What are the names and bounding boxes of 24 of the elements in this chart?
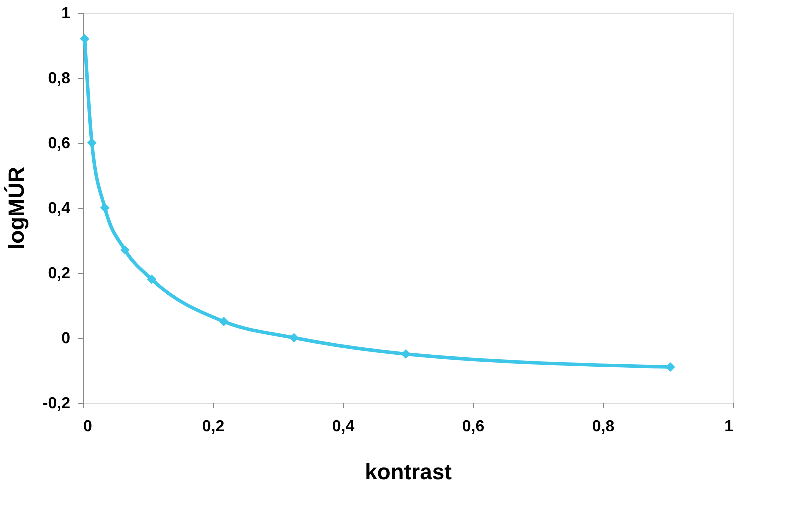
y-tick-label: 0,8 <box>48 70 71 88</box>
x-tick-label: 0,8 <box>592 418 615 436</box>
y-tick-label: 0 <box>62 330 71 348</box>
point <box>147 274 157 284</box>
x-tick-label: 0,6 <box>462 418 485 436</box>
point <box>87 138 97 148</box>
y-tick-label: 0,6 <box>48 136 71 152</box>
y-tick-label: 1 <box>62 6 71 22</box>
point <box>401 350 411 359</box>
point <box>100 203 110 213</box>
x-tick-label: 1 <box>724 418 734 436</box>
point <box>219 317 229 326</box>
y-axis-title: logMÚR <box>4 166 29 250</box>
y-tick-label: 0,4 <box>48 200 71 218</box>
x-tick-label: 0,4 <box>332 418 355 436</box>
x-tick-label: 0 <box>84 418 92 436</box>
point <box>120 246 130 255</box>
y-tick-label: -0,2 <box>42 396 71 412</box>
x-axis-title: kontrast <box>365 460 453 484</box>
point <box>80 34 90 44</box>
point <box>666 362 676 372</box>
point <box>290 333 299 343</box>
y-tick-label: 0,2 <box>48 266 71 282</box>
x-tick-label: 0,2 <box>202 418 225 436</box>
